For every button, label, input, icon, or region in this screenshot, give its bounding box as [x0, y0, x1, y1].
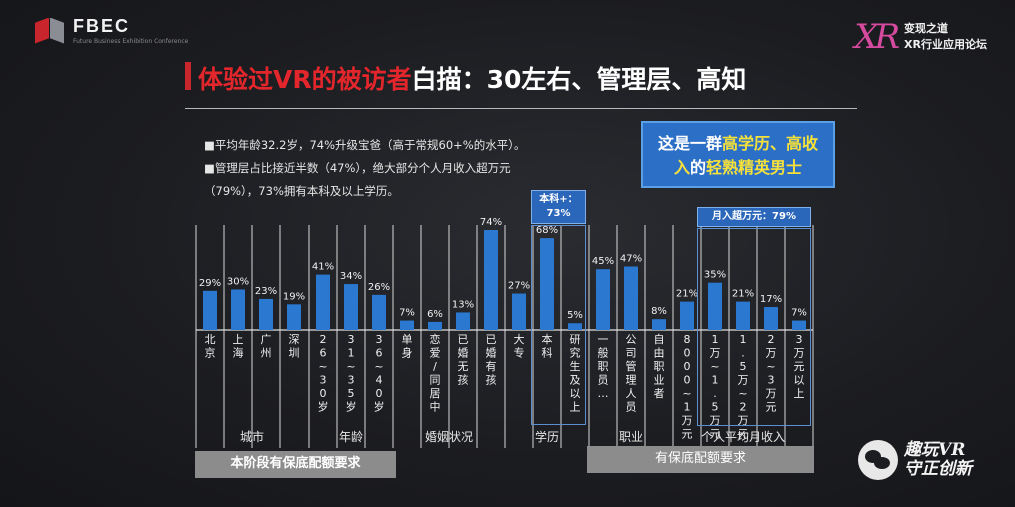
- watermark-line2: 守正创新: [904, 460, 972, 479]
- group-label: 年龄: [339, 430, 363, 444]
- bar: [596, 269, 610, 330]
- wechat-icon: [858, 440, 898, 480]
- category-label: 3 6 ~4 0 岁: [374, 333, 385, 414]
- bar: [259, 299, 273, 330]
- data-label: 30%: [227, 276, 249, 287]
- bar: [231, 289, 245, 330]
- category-label: 公司管理人员: [626, 333, 637, 414]
- data-label: 34%: [340, 271, 362, 282]
- watermark-line1: 趣玩VR: [904, 441, 972, 460]
- bar: [652, 319, 666, 330]
- data-label: 8%: [651, 306, 667, 317]
- income-tag: 月入超万元：79%: [697, 207, 811, 227]
- data-label: 6%: [427, 309, 443, 320]
- category-label: 已婚无孩: [458, 333, 469, 387]
- bar: [344, 284, 358, 330]
- quota-bar-current-stage: 本阶段有保底配额要求: [195, 451, 396, 478]
- data-label: 29%: [199, 278, 221, 289]
- education-tag-line1: 本科+：: [532, 193, 585, 207]
- data-label: 74%: [480, 217, 502, 228]
- group-label: 婚姻状况: [425, 429, 473, 444]
- category-label: 3 1 ~3 5 岁: [346, 333, 357, 414]
- data-label: 19%: [283, 291, 305, 302]
- bar: [203, 291, 217, 330]
- education-tag-line2: 73%: [532, 207, 585, 221]
- bar: [624, 266, 638, 330]
- category-label: 2 6 ~3 0 岁: [318, 333, 329, 414]
- category-label: 北京: [205, 333, 216, 360]
- category-label: 大专: [514, 332, 525, 360]
- bar: [680, 302, 694, 330]
- bar: [456, 312, 470, 330]
- category-label: 自由职业者: [654, 333, 665, 400]
- data-label: 27%: [508, 281, 530, 292]
- data-label: 41%: [312, 262, 334, 273]
- category-label: 深圳: [289, 333, 300, 360]
- category-label: 单身: [402, 333, 413, 360]
- bar: [372, 295, 386, 330]
- bar: [484, 230, 498, 330]
- category-label: 一般职员…: [598, 333, 609, 400]
- bar: [316, 275, 330, 330]
- data-label: 26%: [368, 282, 390, 293]
- category-label: 上海: [233, 333, 244, 360]
- quota-bar: 有保底配额要求: [587, 446, 814, 473]
- group-label: 学历: [535, 429, 559, 444]
- group-label: 个人平均月收入: [701, 430, 785, 444]
- category-label: 广州: [261, 333, 272, 360]
- data-label: 13%: [452, 299, 474, 310]
- bar: [512, 294, 526, 330]
- category-label: 8 0 0 0 ~1 万元: [682, 333, 693, 441]
- group-label: 职业: [619, 430, 643, 444]
- category-label: 恋爱/同居中: [430, 332, 441, 414]
- education-tag: 本科+： 73%: [531, 190, 586, 224]
- education-highlight-outline: [531, 225, 586, 425]
- bar: [400, 321, 414, 330]
- category-label: 已婚有孩: [486, 333, 497, 387]
- data-label: 47%: [620, 253, 642, 264]
- data-label: 7%: [399, 308, 415, 319]
- group-label: 城市: [240, 429, 264, 444]
- data-label: 45%: [592, 256, 614, 267]
- bar: [428, 322, 442, 330]
- income-highlight-outline: [697, 228, 811, 426]
- data-label: 21%: [676, 289, 698, 300]
- wechat-watermark: 趣玩VR 守正创新: [858, 440, 972, 480]
- bar: [287, 304, 301, 330]
- data-label: 23%: [255, 286, 277, 297]
